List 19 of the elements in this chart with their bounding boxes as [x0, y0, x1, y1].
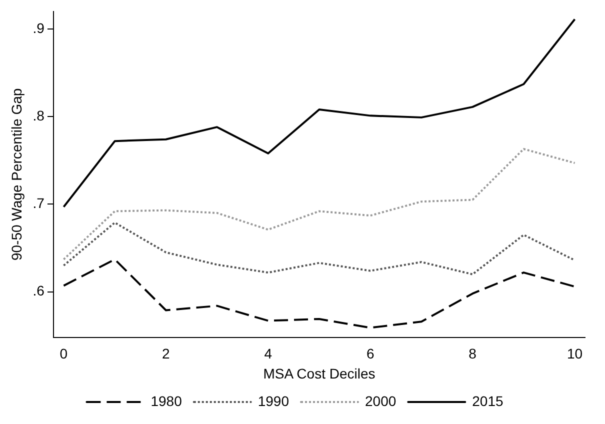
- legend-label: 1980: [150, 392, 182, 409]
- x-tick-label: 2: [162, 346, 170, 362]
- line-series: [62, 222, 576, 276]
- x-tick-label: 6: [366, 346, 374, 362]
- x-axis-title: MSA Cost Deciles: [263, 365, 376, 382]
- x-tick-label: 4: [264, 346, 272, 362]
- line-series: [62, 148, 576, 260]
- y-axis-title: 90-50 Wage Percentile Gap: [8, 88, 24, 261]
- y-tick-label: .9: [32, 20, 45, 36]
- legend-label: 1990: [258, 392, 290, 409]
- x-tick-label: 10: [566, 346, 583, 362]
- x-tick-label: 0: [60, 346, 68, 362]
- legend-label: 2015: [472, 392, 504, 409]
- y-tick-label: .8: [32, 107, 45, 124]
- legend-label: 2000: [365, 392, 396, 409]
- x-tick-label: 8: [468, 346, 477, 362]
- y-tick-label: .6: [32, 282, 45, 299]
- line-series: [62, 258, 576, 329]
- y-tick-label: .7: [32, 195, 45, 212]
